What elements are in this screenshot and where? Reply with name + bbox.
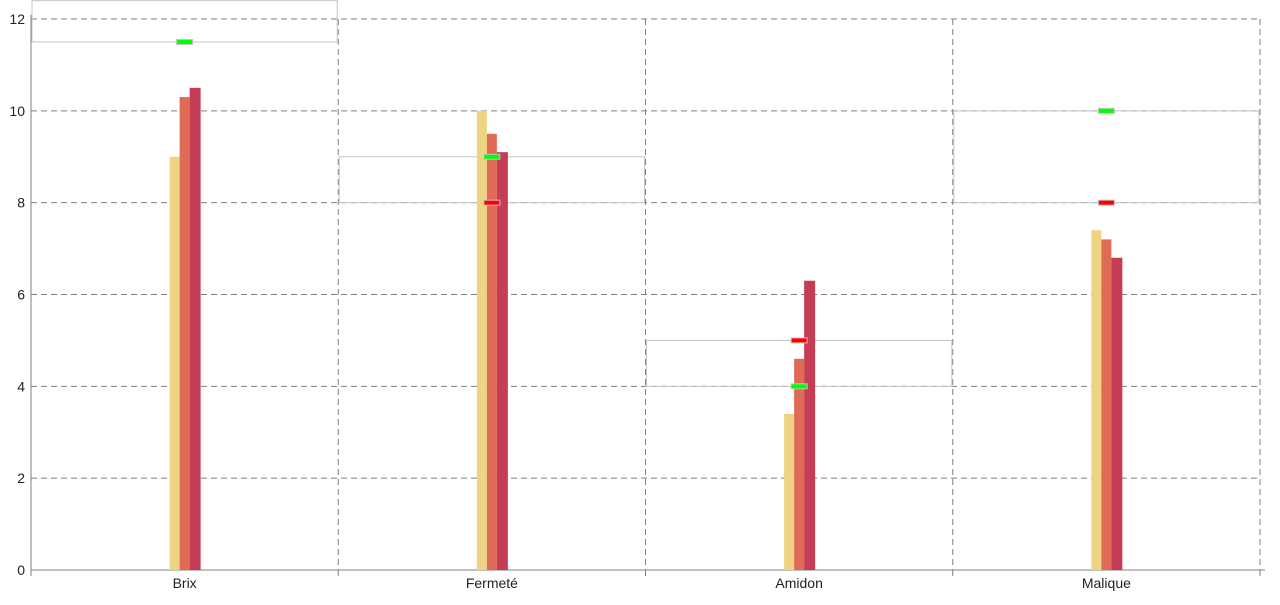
y-tick-label: 8 [17, 195, 25, 211]
target-range-box [953, 110, 1260, 204]
bar-malique-3 [1111, 257, 1123, 570]
bar-malique-2 [1101, 239, 1112, 570]
bar-malique-1 [1091, 230, 1102, 570]
y-tick-label: 6 [17, 287, 25, 303]
bar-fermeté-2 [486, 133, 497, 570]
green-marker [1097, 107, 1115, 114]
bar-fermeté-1 [476, 110, 487, 570]
x-tick-label: Amidon [775, 575, 822, 591]
red-marker [1097, 199, 1115, 206]
x-tick-label: Brix [173, 575, 197, 591]
bar-amidon-1 [784, 413, 795, 570]
green-marker [483, 153, 501, 160]
green-marker [176, 38, 194, 45]
y-tick-label: 4 [17, 378, 25, 394]
y-tick-label: 0 [17, 562, 25, 578]
target-range-box [31, 0, 338, 43]
bar-amidon-2 [794, 358, 805, 570]
bar-fermeté-3 [496, 152, 508, 571]
bar-brix-3 [189, 87, 201, 570]
green-marker [790, 383, 808, 390]
red-marker [483, 199, 501, 206]
y-tick-label: 12 [9, 11, 25, 27]
y-tick-label: 10 [9, 103, 25, 119]
x-tick-label: Malique [1082, 575, 1131, 591]
bar-brix-2 [179, 97, 190, 570]
red-marker [790, 337, 808, 344]
y-tick-label: 2 [17, 470, 25, 486]
bar-amidon-3 [804, 280, 816, 570]
bar-brix-1 [169, 156, 180, 570]
x-tick-label: Fermeté [466, 575, 518, 591]
